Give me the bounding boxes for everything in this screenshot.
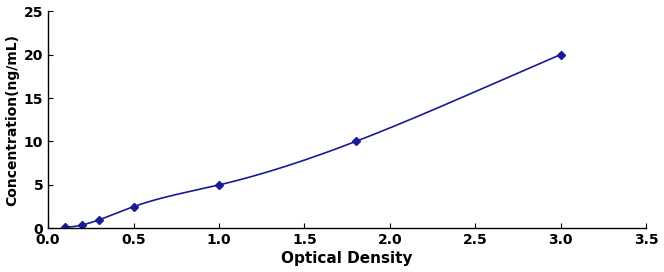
X-axis label: Optical Density: Optical Density: [282, 251, 413, 267]
Y-axis label: Concentration(ng/mL): Concentration(ng/mL): [5, 34, 19, 206]
